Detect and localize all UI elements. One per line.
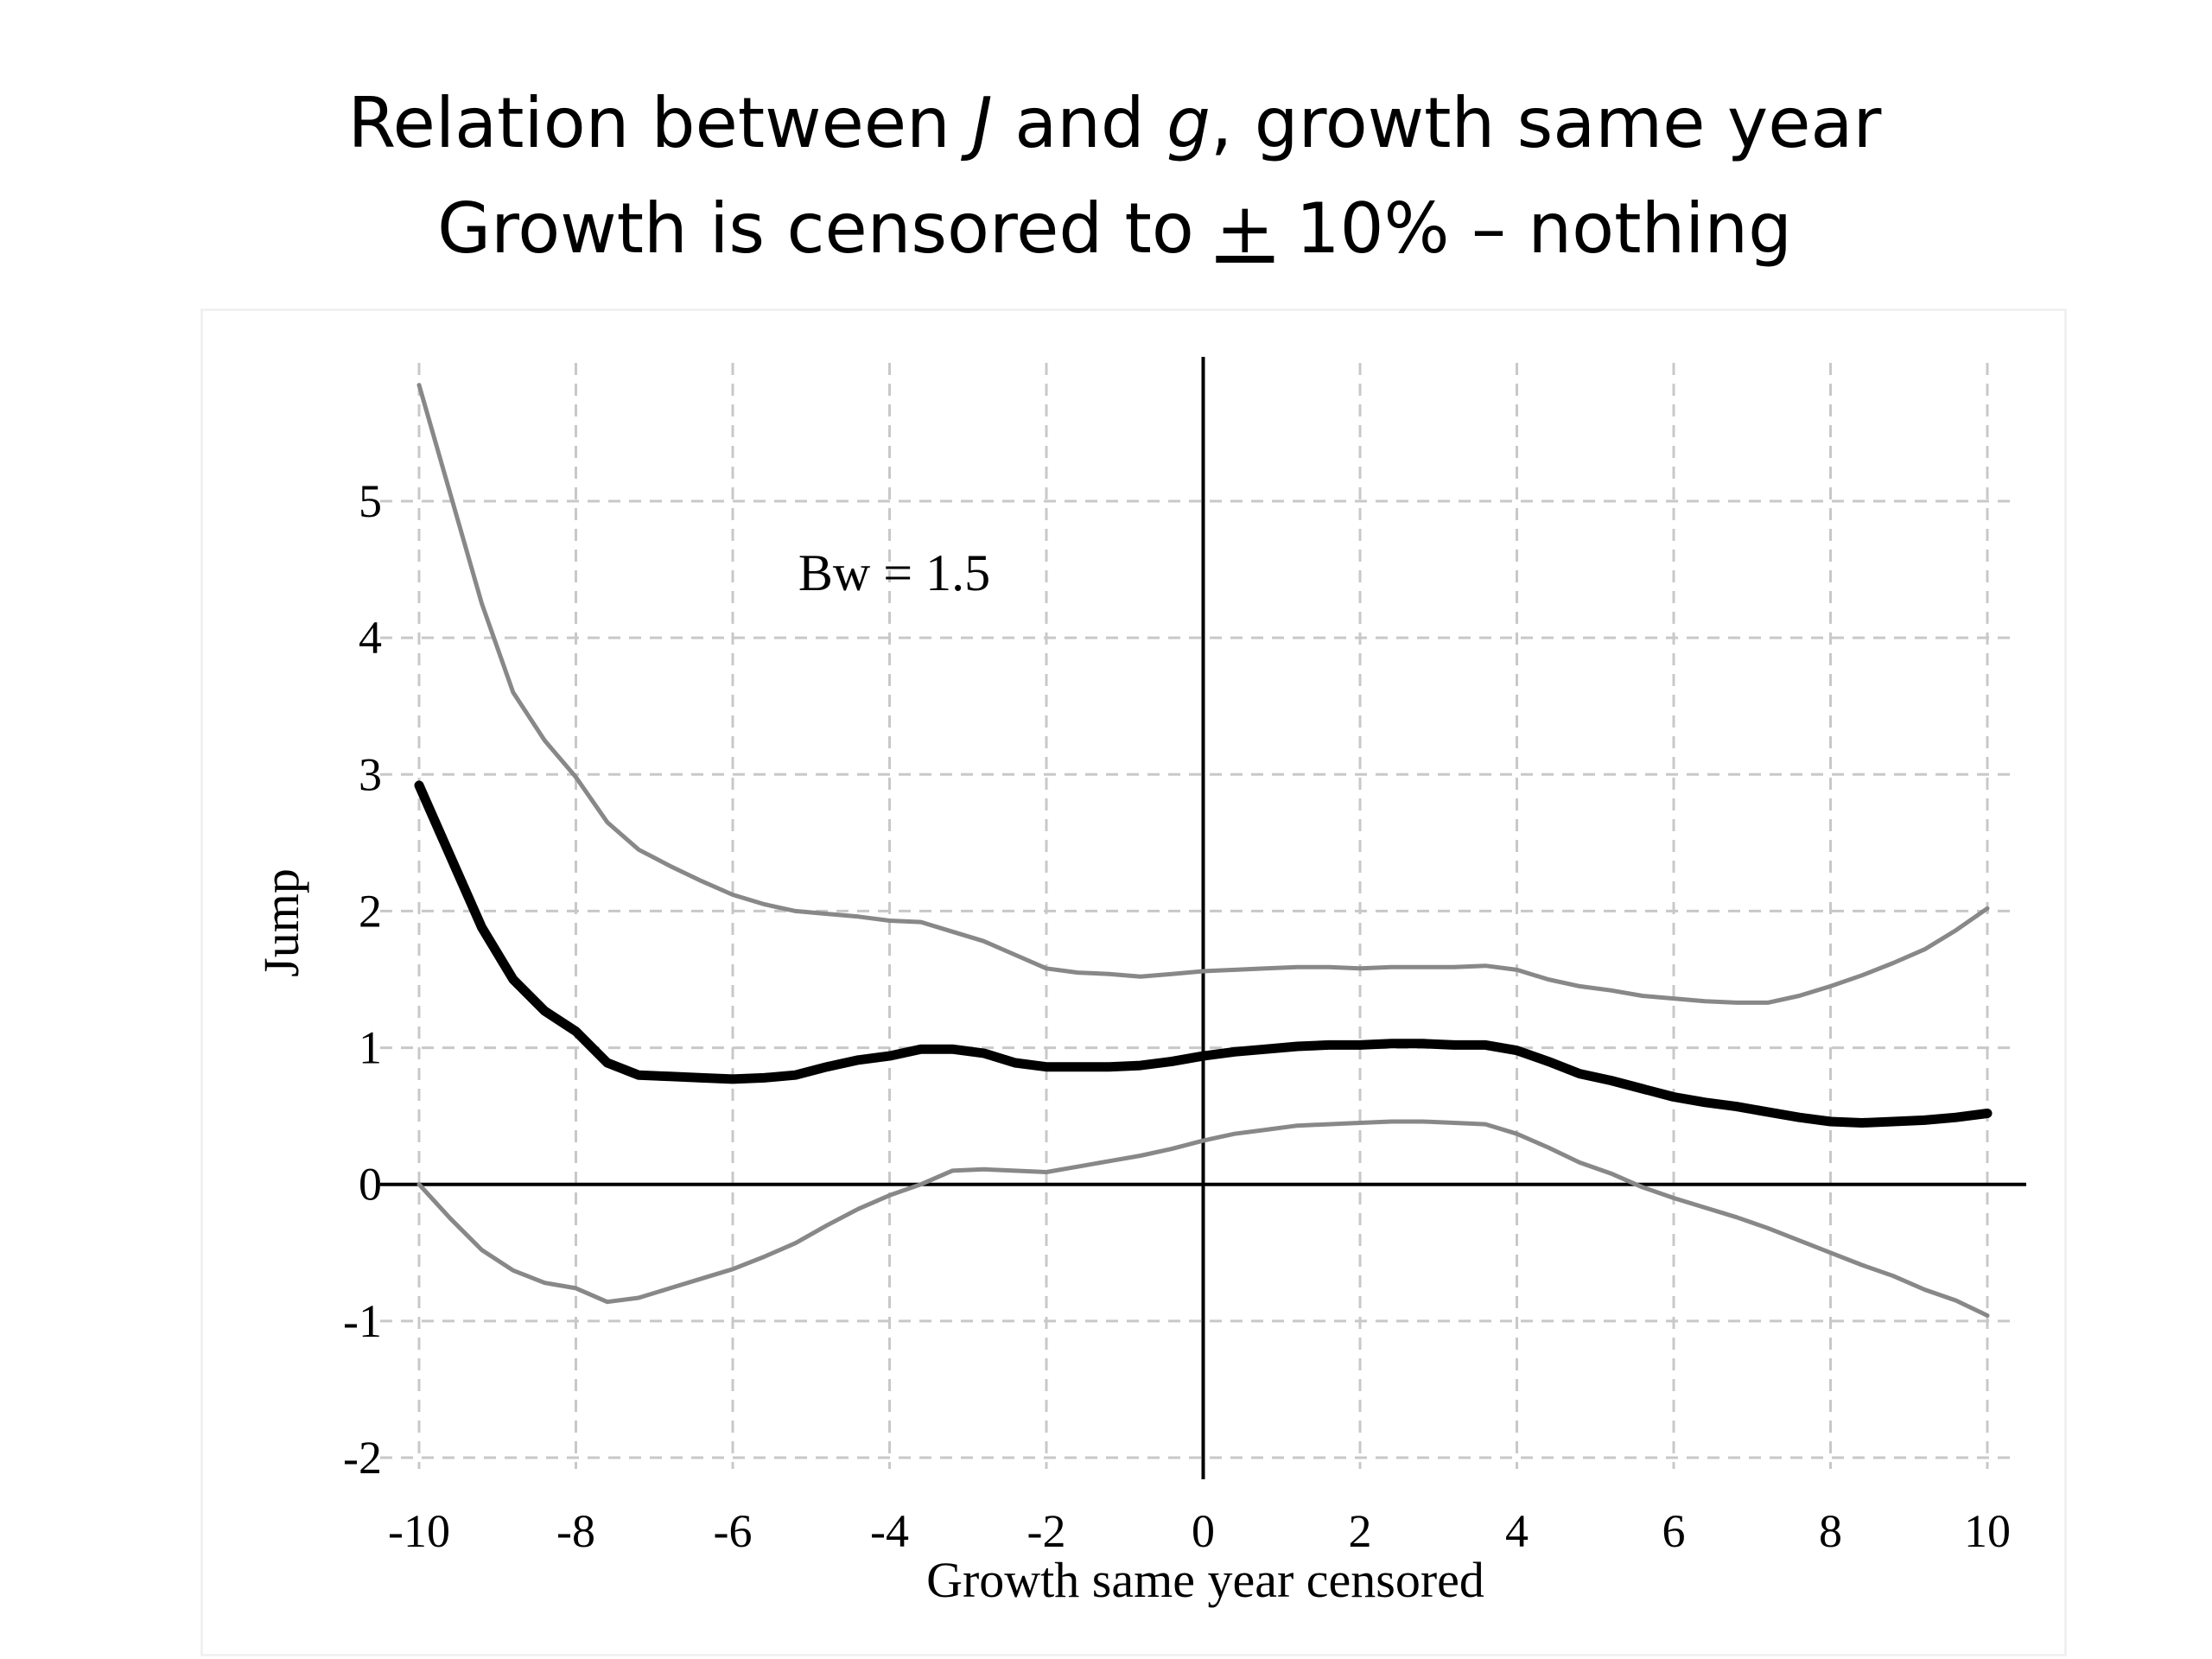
grid-lines — [380, 363, 2013, 1469]
title-variable-g: g — [1166, 83, 1211, 163]
chart-title: Relation between J and g, growth same ye… — [0, 71, 2212, 282]
series-line-estimate — [414, 780, 1993, 1128]
x-tick-label: 10 — [1964, 1505, 2011, 1557]
title-line-2: Growth is censored to + 10% – nothing — [0, 176, 2212, 282]
y-tick-label: 4 — [359, 612, 382, 664]
x-tick-label: -6 — [714, 1505, 753, 1557]
title-text: and — [992, 83, 1167, 163]
y-tick-label: 3 — [359, 748, 382, 800]
x-tick-label: 8 — [1819, 1505, 1842, 1557]
x-axis-label: Growth same year censored — [926, 1552, 1484, 1608]
title-line-1: Relation between J and g, growth same ye… — [0, 71, 2212, 176]
title-text: Relation between — [347, 83, 973, 163]
series-lines — [414, 383, 1993, 1318]
title-variable-j: J — [972, 83, 993, 163]
y-tick-labels: -2 -1 0 1 2 3 4 5 — [343, 475, 382, 1484]
plus-minus-symbol: + — [1216, 188, 1274, 269]
y-tick-label: 0 — [359, 1159, 382, 1211]
x-tick-label: -2 — [1027, 1505, 1066, 1557]
subtitle-text: Growth is censored to — [437, 188, 1217, 269]
title-text: , growth same year — [1210, 83, 1882, 163]
y-tick-label: 2 — [359, 885, 382, 937]
subtitle-text: 10% – nothing — [1274, 188, 1792, 269]
series-line-lower — [416, 1119, 1990, 1318]
series-line-upper — [416, 383, 1990, 1005]
x-tick-label: -8 — [556, 1505, 595, 1557]
x-tick-label: 4 — [1505, 1505, 1529, 1557]
x-tick-label: 2 — [1349, 1505, 1372, 1557]
x-tick-labels: -10 -8 -6 -4 -2 0 2 4 6 8 10 — [388, 1505, 2011, 1557]
y-tick-label: -1 — [343, 1295, 382, 1347]
y-tick-label: -2 — [343, 1432, 382, 1484]
x-tick-label: -10 — [388, 1505, 450, 1557]
y-axis-label: Jump — [253, 868, 309, 977]
x-tick-label: -4 — [870, 1505, 909, 1557]
x-tick-label: 6 — [1662, 1505, 1686, 1557]
bandwidth-annotation: Bw = 1.5 — [798, 544, 990, 601]
y-tick-label: 5 — [359, 475, 382, 527]
y-tick-label: 1 — [359, 1022, 382, 1074]
x-tick-label: 0 — [1192, 1505, 1215, 1557]
reference-lines — [380, 357, 2026, 1479]
